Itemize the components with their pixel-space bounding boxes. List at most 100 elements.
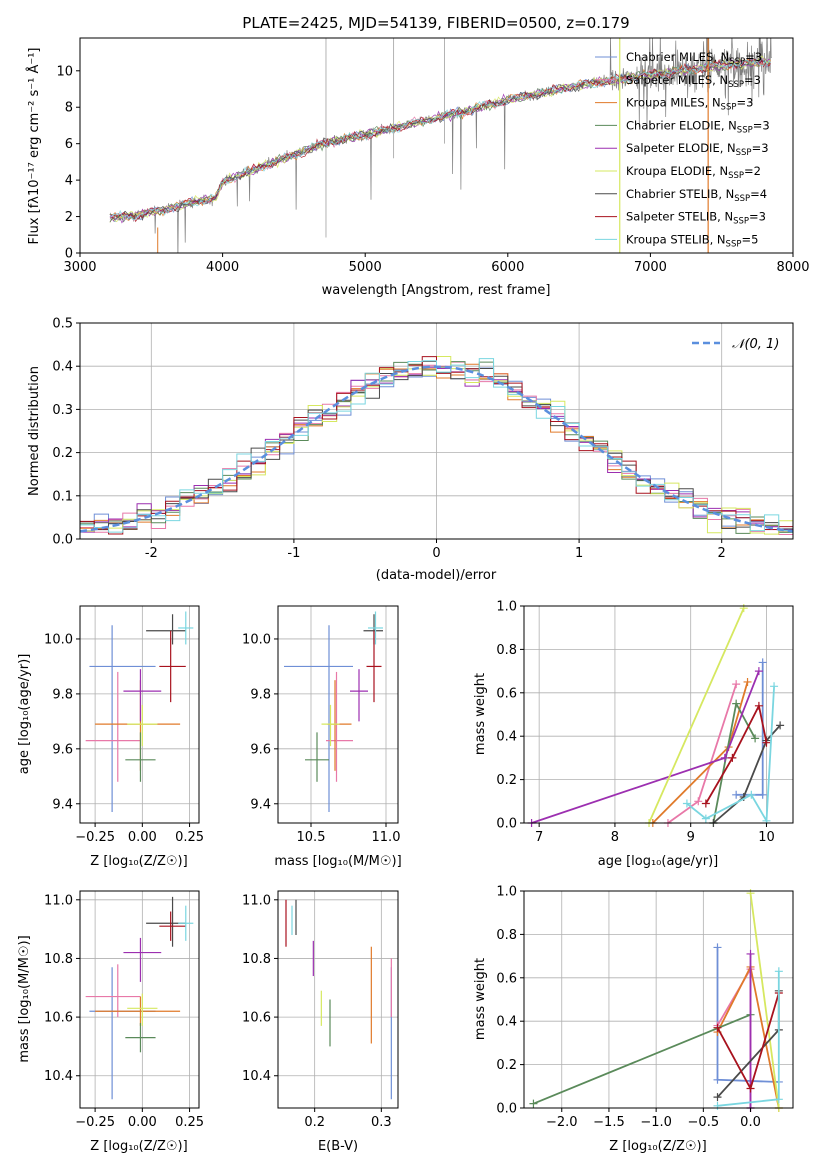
weight-marker — [713, 1093, 722, 1102]
mass-vs-Z-panel: −0.25 0.00 0.25 10.4 10.6 10.8 11.0 Z [log₁₀(Z… — [17, 890, 204, 1154]
x-tick-label: 0.00 — [128, 830, 157, 845]
y-tick-label: 2 — [65, 210, 73, 225]
x-tick-label: 7000 — [634, 260, 667, 275]
y-tick-label: 0.0 — [496, 1102, 517, 1117]
y-tick-label: 0.8 — [496, 643, 517, 658]
gaussian-curve — [80, 365, 793, 533]
y-tick-label: 0.2 — [496, 773, 517, 788]
model-spectrum-line — [109, 55, 771, 223]
age-vs-mass-xlabel: mass [log₁₀(M/M☉)] — [274, 854, 401, 869]
y-tick-label: 0.6 — [496, 686, 517, 701]
x-tick-label: 0.2 — [304, 1115, 325, 1130]
y-tick-label: 1.0 — [496, 885, 517, 900]
residual-xlabel: (data-model)/error — [376, 568, 497, 583]
y-tick-label: 0.5 — [52, 317, 73, 332]
age-vs-Z-panel: −0.25 0.00 0.25 9.4 9.6 9.8 10.0 Z [log₁₀(Z/Z☉… — [17, 605, 204, 869]
x-tick-label: 3000 — [63, 260, 96, 275]
x-tick-label: -2 — [145, 546, 158, 561]
age-vs-Z-frame — [79, 605, 200, 824]
y-tick-label: 0.4 — [496, 1015, 517, 1030]
spectrum-axes-frame — [79, 37, 794, 254]
x-tick-label: 0.0 — [740, 1115, 761, 1130]
weight-line — [712, 724, 781, 824]
legend-label: Salpeter MILES, NSSP=3 — [626, 73, 761, 90]
legend-label: Kroupa STELIB, NSSP=5 — [626, 232, 758, 249]
legend-label: Kroupa ELODIE, NSSP=2 — [626, 164, 761, 181]
age-vs-mass-frame — [277, 605, 399, 824]
x-tick-label: 0.3 — [371, 1115, 392, 1130]
y-tick-label: 10.0 — [44, 632, 73, 647]
weight-marker — [762, 738, 771, 747]
weight-marker — [754, 701, 763, 710]
weight-vs-Z-xlabel: Z [log₁₀(Z/Z☉)] — [609, 1139, 706, 1154]
residual-histogram-panel: -2 -1 0 1 2 0.0 0.1 0.2 0.3 0.4 0.5 (data-model)/e… — [27, 317, 794, 583]
x-tick-label: 4000 — [206, 260, 239, 275]
x-tick-label: 0.25 — [175, 1115, 204, 1130]
x-tick-label: 10 — [758, 830, 775, 845]
weight-vs-Z-ylabel: mass weight — [473, 958, 488, 1040]
weight-marker — [713, 1075, 722, 1084]
x-tick-label: 8 — [611, 830, 619, 845]
mass-vs-ebv-frame — [277, 890, 399, 1109]
y-tick-label: 9.8 — [250, 687, 271, 702]
weight-marker — [701, 799, 710, 808]
weight-marker — [720, 753, 729, 762]
residual-ylabel: Normed distribution — [27, 366, 42, 496]
weight-marker — [770, 682, 779, 691]
y-tick-label: 0.4 — [496, 730, 517, 745]
age-vs-mass-panel: 10.5 11.0 9.4 9.6 9.8 10.0 mass [log₁₀(M/M☉)] — [242, 605, 402, 869]
y-tick-label: 1.0 — [496, 600, 517, 615]
weight-marker — [694, 797, 703, 806]
weight-marker — [732, 699, 741, 708]
gaussian-legend-label: 𝒩(0, 1) — [732, 337, 779, 352]
y-tick-label: 0.0 — [52, 533, 73, 548]
y-tick-label: 0.2 — [52, 446, 73, 461]
model-spectrum-line — [109, 59, 771, 221]
legend-label: Chabrier ELODIE, NSSP=3 — [626, 118, 770, 135]
legend-label: Chabrier MILES, NSSP=3 — [626, 50, 762, 67]
y-tick-label: 10.4 — [242, 1069, 271, 1084]
mass-vs-Z-xlabel: Z [log₁₀(Z/Z☉)] — [90, 1139, 187, 1154]
x-tick-label: 6000 — [491, 260, 524, 275]
y-tick-label: 10.4 — [44, 1069, 73, 1084]
x-tick-label: 10.5 — [297, 830, 326, 845]
weight-marker — [732, 680, 741, 689]
x-tick-label: 7 — [535, 830, 543, 845]
weight-vs-Z-frame — [523, 890, 794, 1109]
weight-line — [749, 893, 780, 1109]
weight-marker — [682, 799, 691, 808]
weight-line — [648, 607, 745, 824]
y-tick-label: 10.8 — [44, 952, 73, 967]
x-tick-label: 2 — [718, 546, 726, 561]
y-tick-label: 11.0 — [242, 893, 271, 908]
x-tick-label: −2.0 — [546, 1115, 578, 1130]
legend-label: Salpeter STELIB, NSSP=3 — [626, 210, 766, 227]
weight-marker — [751, 734, 760, 743]
y-tick-label: 0.6 — [496, 971, 517, 986]
y-tick-label: 0 — [65, 247, 73, 262]
weight-line — [533, 1013, 751, 1105]
x-tick-label: 9 — [687, 830, 695, 845]
weight-marker — [754, 667, 763, 676]
y-tick-label: 0.3 — [52, 403, 73, 418]
y-tick-label: 6 — [65, 137, 73, 152]
age-vs-Z-ylabel: age [log₁₀(age/yr)] — [17, 654, 32, 775]
weight-marker — [746, 1084, 755, 1093]
weight-line — [705, 703, 768, 804]
y-tick-label: 8 — [65, 101, 73, 116]
x-tick-label: 1 — [575, 546, 583, 561]
y-tick-label: 0.8 — [496, 928, 517, 943]
weight-marker — [728, 753, 737, 762]
residual-steps — [80, 355, 793, 539]
weight-marker — [758, 658, 767, 667]
spectrum-lines — [109, 38, 772, 253]
y-tick-label: 9.6 — [250, 742, 271, 757]
legend-label: Chabrier STELIB, NSSP=4 — [626, 187, 767, 204]
legend-label: Salpeter ELODIE, NSSP=3 — [626, 141, 769, 158]
mass-vs-Z-frame — [79, 890, 200, 1109]
x-tick-label: -1 — [287, 546, 300, 561]
y-tick-label: 10.6 — [242, 1011, 271, 1026]
weight-marker — [713, 1023, 722, 1032]
legend-label: Kroupa MILES, NSSP=3 — [626, 96, 753, 113]
